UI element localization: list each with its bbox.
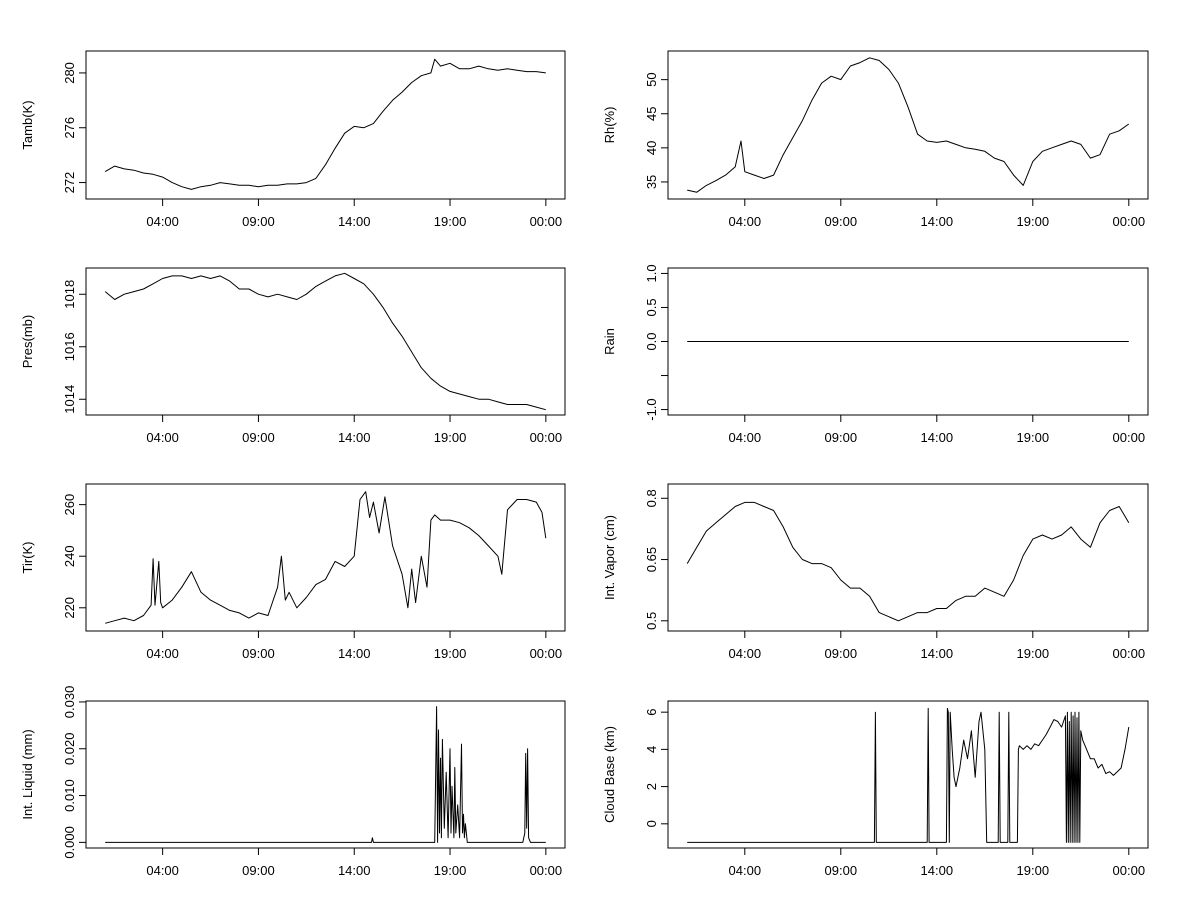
x-tick-label: 09:00 [242,430,275,445]
y-tick-label: 0.020 [62,732,77,765]
y-tick-label: 0.030 [62,686,77,719]
x-tick-label: 14:00 [921,430,954,445]
y-tick-label: 1.0 [644,264,659,282]
x-tick-label: 19:00 [434,430,467,445]
y-tick-label: 50 [644,72,659,86]
x-tick-label: 09:00 [825,863,858,878]
x-tick-label: 04:00 [146,863,179,878]
x-tick-label: 14:00 [338,430,371,445]
panel-frame [667,483,1149,632]
x-tick-label: 00:00 [1113,646,1146,661]
panel-3: 04:00 09:00 14:00 19:00 00:00 1014 1016 1018 Pre… [20,267,566,445]
y-tick-label: 1014 [62,385,77,414]
y-axis-label: Cloud Base (km) [602,726,617,823]
panel-1: 04:00 09:00 14:00 19:00 00:00 272 276 280 Tamb(K… [20,50,566,229]
y-tick-label: 45 [644,107,659,121]
y-tick-label: 0.000 [62,826,77,859]
y-tick-label: 35 [644,175,659,189]
panel-5: 04:00 09:00 14:00 19:00 00:00 220 240 260 Tir(K) [20,483,566,661]
panel-7: 04:00 09:00 14:00 19:00 00:00 0.000 0.010 0.020… [20,686,566,878]
x-tick-label: 09:00 [242,863,275,878]
x-tick-label: 09:00 [825,646,858,661]
y-axis-label: Int. Liquid (mm) [20,729,35,819]
y-tick-label: 272 [62,172,77,194]
x-tick-label: 14:00 [921,646,954,661]
y-axis-label: Rh(%) [602,107,617,144]
y-axis-label: Int. Vapor (cm) [602,515,617,600]
x-tick-label: 04:00 [729,863,762,878]
y-tick-label: 4 [644,746,659,753]
y-tick-label: 280 [62,62,77,84]
series-line [104,58,546,190]
x-tick-label: 09:00 [825,214,858,229]
y-tick-label: 0.5 [644,298,659,316]
x-tick-label: 04:00 [729,430,762,445]
series-line [104,272,546,411]
y-axis-label: Rain [602,328,617,355]
series-line [105,706,546,843]
panel-8: 04:00 09:00 14:00 19:00 00:00 0 2 4 6 Cloud Base … [602,700,1149,878]
series-line [687,57,1130,193]
x-tick-label: 19:00 [1017,430,1050,445]
y-tick-label: 240 [62,545,77,567]
x-tick-label: 04:00 [146,214,179,229]
y-tick-label: 0.010 [62,779,77,812]
y-tick-label: 6 [644,709,659,716]
x-tick-label: 14:00 [921,214,954,229]
y-tick-label: 1016 [62,332,77,361]
x-tick-label: 00:00 [1113,214,1146,229]
panel-4: 04:00 09:00 14:00 19:00 00:00 -1.0 0.0 0.5 1.0 Ra… [602,264,1149,445]
x-tick-label: 04:00 [146,430,179,445]
x-tick-label: 19:00 [1017,214,1050,229]
panel-frame [667,50,1149,200]
x-tick-label: 00:00 [530,214,563,229]
x-tick-label: 14:00 [338,214,371,229]
x-tick-label: 00:00 [530,430,563,445]
series-line [687,707,1130,843]
y-axis-label: Tir(K) [20,541,35,573]
series-line [686,501,1130,622]
x-tick-label: 00:00 [1113,430,1146,445]
y-tick-label: 0.0 [644,332,659,350]
panel-frame [85,700,566,849]
y-tick-label: -1.0 [644,398,659,420]
x-tick-label: 09:00 [825,430,858,445]
series-line [105,491,547,624]
y-tick-label: 0.65 [644,547,659,572]
x-tick-label: 04:00 [146,646,179,661]
y-tick-label: 276 [62,117,77,139]
x-tick-label: 14:00 [921,863,954,878]
y-tick-label: 0 [644,820,659,827]
y-axis-label: Tamb(K) [20,100,35,149]
y-tick-label: 2 [644,783,659,790]
x-tick-label: 04:00 [729,646,762,661]
x-tick-label: 04:00 [729,214,762,229]
y-axis-label: Pres(mb) [20,315,35,368]
x-tick-label: 19:00 [1017,863,1050,878]
panel-2: 04:00 09:00 14:00 19:00 00:00 35 40 45 50 Rh(%) [602,50,1149,229]
y-tick-label: 220 [62,597,77,619]
x-tick-label: 19:00 [1017,646,1050,661]
x-tick-label: 09:00 [242,214,275,229]
panel-6: 04:00 09:00 14:00 19:00 00:00 0.5 0.65 0.8 Int. … [602,483,1149,661]
x-tick-label: 19:00 [434,646,467,661]
x-tick-label: 09:00 [242,646,275,661]
panel-frame [85,267,566,416]
x-tick-label: 00:00 [530,863,563,878]
x-tick-label: 19:00 [434,863,467,878]
x-tick-label: 19:00 [434,214,467,229]
y-tick-label: 1018 [62,280,77,309]
panel-frame [85,483,566,632]
y-tick-label: 40 [644,141,659,155]
x-tick-label: 00:00 [530,646,563,661]
panel-frame [85,50,566,200]
x-tick-label: 14:00 [338,863,371,878]
x-tick-label: 00:00 [1113,863,1146,878]
x-tick-label: 14:00 [338,646,371,661]
y-tick-label: 260 [62,494,77,516]
y-tick-label: 0.8 [644,489,659,507]
y-tick-label: 0.5 [644,612,659,630]
